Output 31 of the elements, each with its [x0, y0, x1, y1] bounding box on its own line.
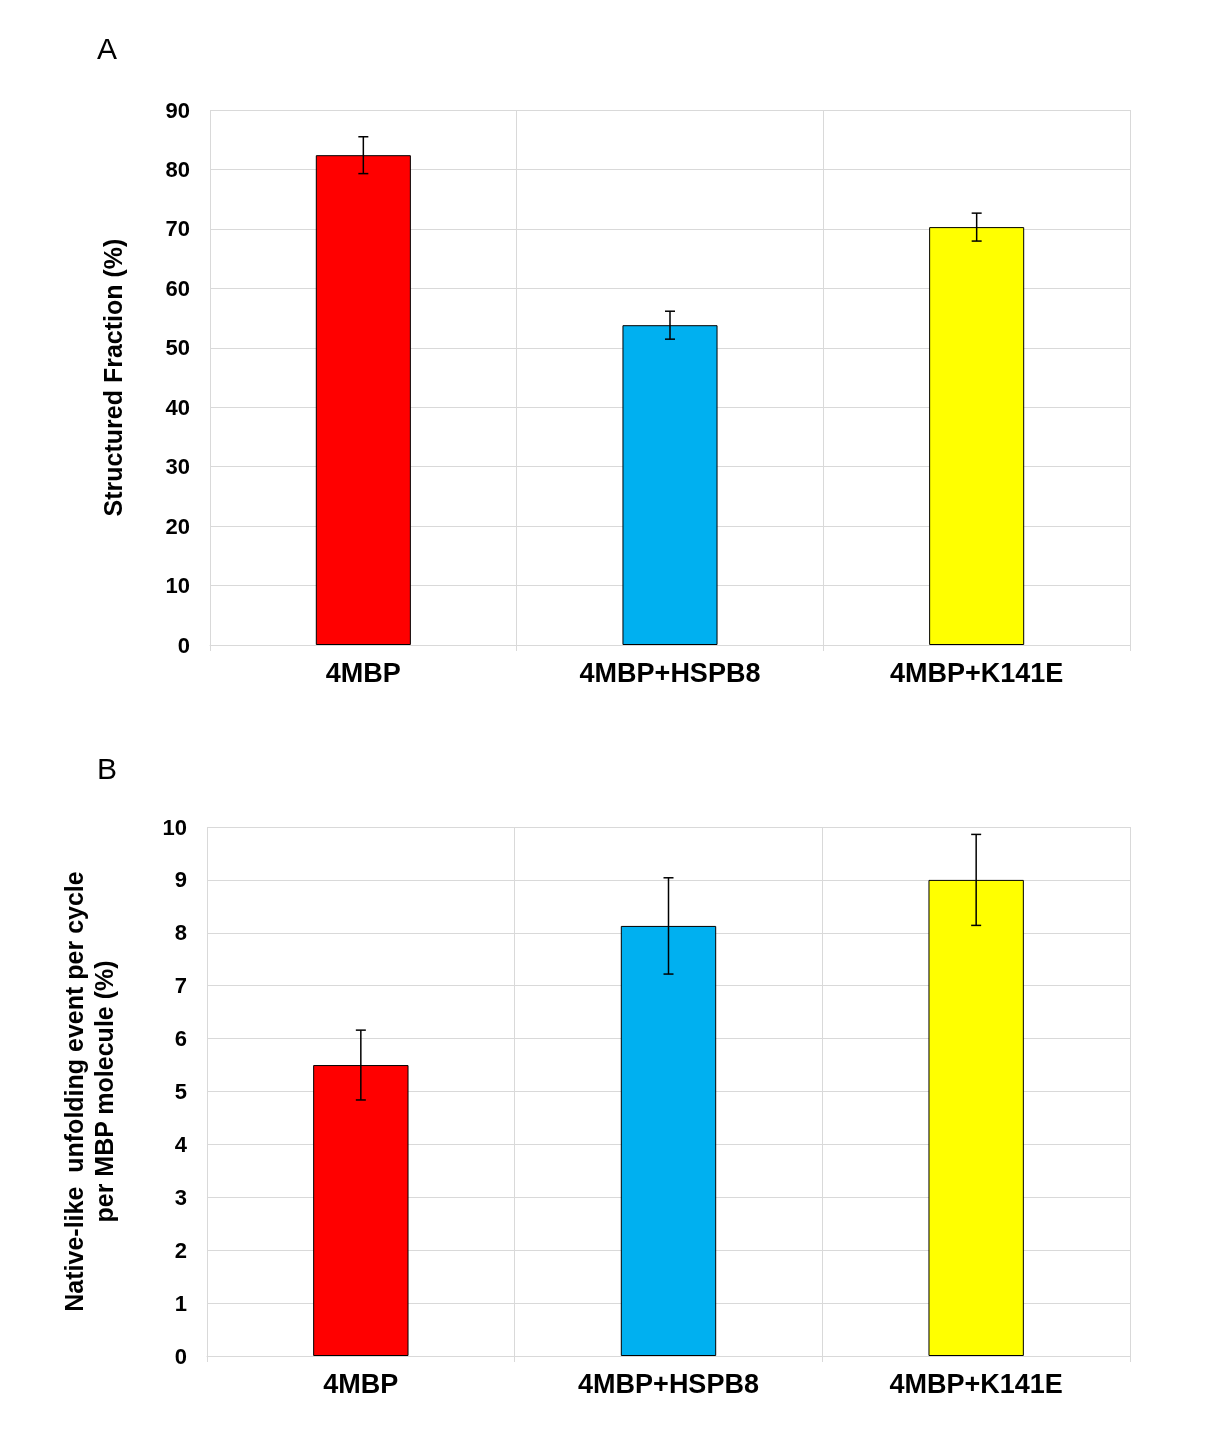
y-axis-title: Native-like unfolding event per cycle per MBP molecule (%)	[60, 871, 118, 1312]
y-tick-label: 4	[174, 1131, 188, 1157]
y-tick-label: 1	[174, 1290, 187, 1316]
y-tick-label: 9	[174, 867, 187, 893]
y-tick-label: 90	[165, 97, 190, 123]
y-tick-label: 80	[165, 156, 190, 182]
y-tick-label: 0	[174, 1343, 187, 1369]
y-tick-label: 20	[165, 513, 190, 539]
y-tick-label: 0	[177, 632, 190, 658]
y-tick-label: 7	[174, 973, 187, 999]
y-tick-label: 30	[165, 454, 190, 480]
y-tick-label: 3	[174, 1184, 187, 1210]
x-tick-label: 4MBP+K141E	[889, 657, 1064, 688]
y-tick-label: 60	[165, 275, 190, 301]
y-tick-label: 10	[162, 814, 187, 840]
x-tick-label: 4MBP	[325, 657, 401, 688]
chart-title: B	[97, 751, 118, 785]
x-tick-label: 4MBP+K141E	[889, 1368, 1063, 1399]
y-tick-label: 70	[165, 216, 190, 242]
x-tick-label: 4MBP+HSPB8	[579, 657, 761, 688]
y-tick-label: 10	[165, 573, 190, 599]
y-tick-label: 50	[165, 335, 190, 361]
x-tick-label: 4MBP	[323, 1368, 399, 1399]
x-tick-label: 4MBP+HSPB8	[578, 1368, 759, 1399]
y-axis-title: Structured Fraction (%)	[99, 238, 127, 517]
y-tick-label: 2	[174, 1237, 187, 1263]
y-tick-label: 40	[165, 394, 190, 420]
y-tick-label: 8	[174, 920, 187, 946]
chart-title: A	[97, 31, 118, 65]
y-tick-label: 5	[174, 1079, 187, 1104]
y-tick-label: 6	[174, 1026, 187, 1052]
